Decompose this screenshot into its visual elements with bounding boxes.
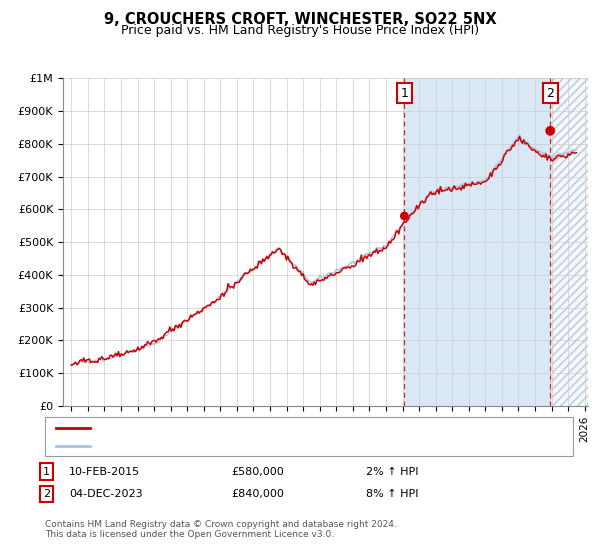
Text: 9, CROUCHERS CROFT, WINCHESTER, SO22 5NX (detached house): 9, CROUCHERS CROFT, WINCHESTER, SO22 5NX… (96, 423, 468, 433)
Text: 2: 2 (43, 489, 50, 499)
Point (400, 212, 409, 221)
Point (545, 127, 555, 136)
Bar (550, 78, 588, 406)
Text: 9, CROUCHERS CROFT, WINCHESTER, SO22 5NX: 9, CROUCHERS CROFT, WINCHESTER, SO22 5NX (104, 12, 496, 27)
Text: HPI: Average price, detached house, Winchester: HPI: Average price, detached house, Winc… (96, 441, 365, 451)
Text: 1: 1 (43, 466, 50, 477)
Text: 04-DEC-2023: 04-DEC-2023 (69, 489, 143, 499)
Text: £840,000: £840,000 (231, 489, 284, 499)
Text: 8% ↑ HPI: 8% ↑ HPI (366, 489, 419, 499)
Text: Price paid vs. HM Land Registry's House Price Index (HPI): Price paid vs. HM Land Registry's House … (121, 24, 479, 36)
Text: £580,000: £580,000 (231, 466, 284, 477)
Text: 2% ↑ HPI: 2% ↑ HPI (366, 466, 419, 477)
Bar (404, 78, 550, 406)
Text: Contains HM Land Registry data © Crown copyright and database right 2024.
This d: Contains HM Land Registry data © Crown c… (45, 520, 397, 539)
Text: 10-FEB-2015: 10-FEB-2015 (69, 466, 140, 477)
Text: 1: 1 (400, 87, 408, 100)
Bar (550, 78, 588, 406)
Text: 2: 2 (547, 87, 554, 100)
